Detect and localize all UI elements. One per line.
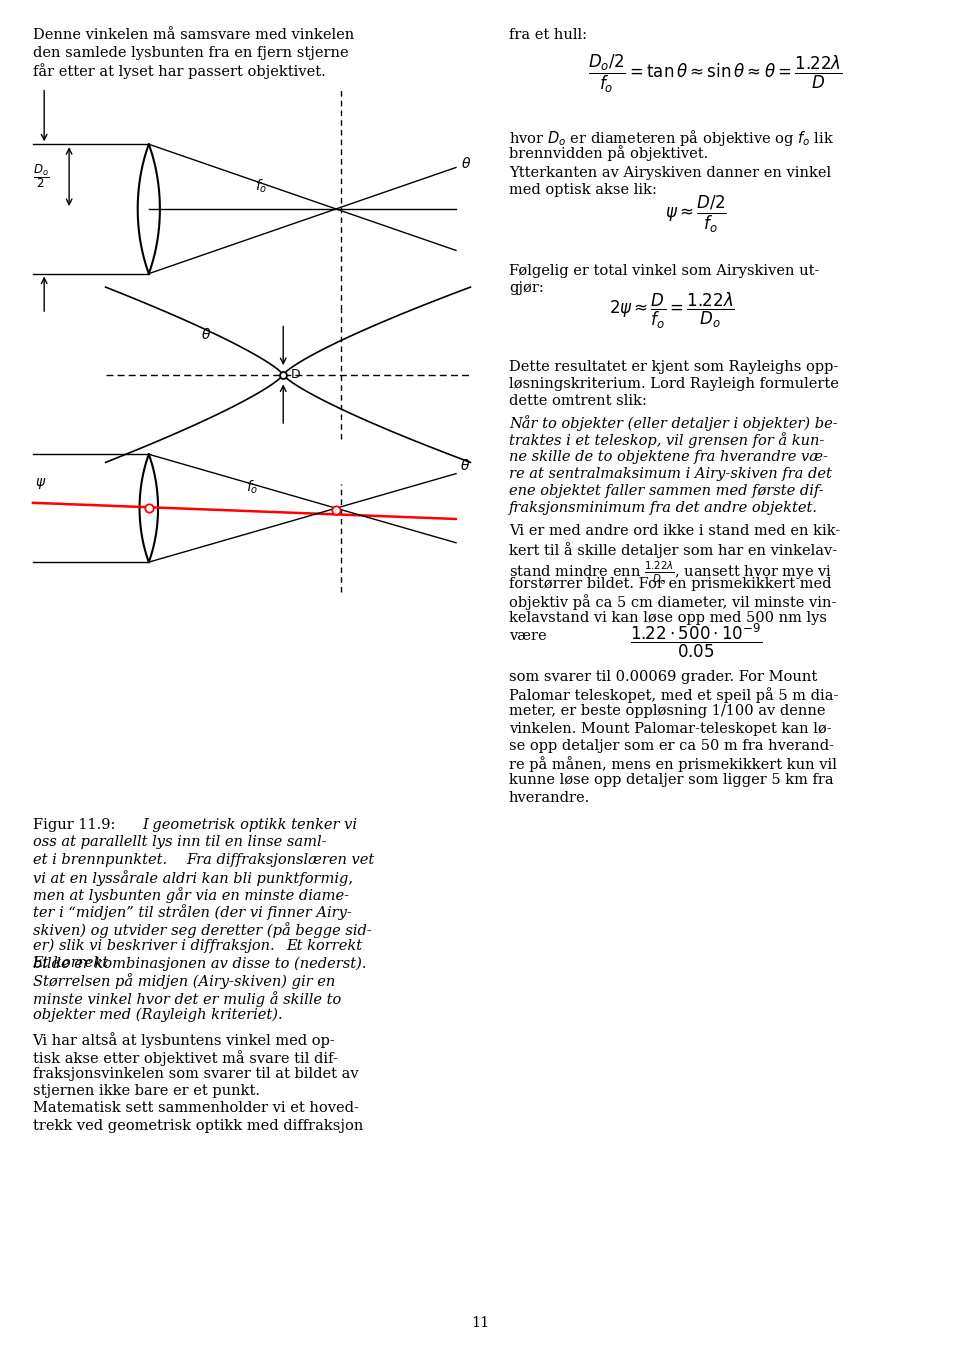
Text: stand mindre enn $\frac{1.22\lambda}{D_o}$, uansett hvor mye vi: stand mindre enn $\frac{1.22\lambda}{D_o… — [509, 559, 832, 586]
Text: fraksjonsvinkelen som svarer til at bildet av: fraksjonsvinkelen som svarer til at bild… — [33, 1068, 358, 1081]
Text: I geometrisk optikk tenker vi: I geometrisk optikk tenker vi — [142, 818, 357, 832]
Text: ter i “midjen” til strålen (der vi finner Airy-: ter i “midjen” til strålen (der vi finne… — [33, 905, 351, 921]
Text: $\theta$: $\theta$ — [460, 457, 470, 473]
Text: tisk akse etter objektivet må svare til dif-: tisk akse etter objektivet må svare til … — [33, 1050, 338, 1066]
Text: får etter at lyset har passert objektivet.: får etter at lyset har passert objektive… — [33, 63, 325, 78]
Text: brennvidden på objektivet.: brennvidden på objektivet. — [509, 146, 708, 162]
Text: skiven) og utvider seg deretter (på begge sid-: skiven) og utvider seg deretter (på begg… — [33, 922, 372, 938]
Text: fra et hull:: fra et hull: — [509, 28, 587, 42]
Text: Vi er med andre ord ikke i stand med en kik-: Vi er med andre ord ikke i stand med en … — [509, 524, 840, 538]
Text: $\dfrac{1.22 \cdot 500 \cdot 10^{-9}}{0.05}$: $\dfrac{1.22 \cdot 500 \cdot 10^{-9}}{0.… — [630, 621, 762, 659]
Text: stjernen ikke bare er et punkt.: stjernen ikke bare er et punkt. — [33, 1084, 259, 1099]
Text: $\theta$: $\theta$ — [202, 326, 211, 342]
Text: den samlede lysbunten fra en fjern stjerne: den samlede lysbunten fra en fjern stjer… — [33, 46, 348, 59]
Text: dette omtrent slik:: dette omtrent slik: — [509, 395, 647, 408]
Text: $f_o$: $f_o$ — [255, 178, 268, 195]
Text: Følgelig er total vinkel som Airyskiven ut-: Følgelig er total vinkel som Airyskiven … — [509, 264, 819, 278]
Text: $\psi$: $\psi$ — [35, 476, 46, 491]
Text: Denne vinkelen må samsvare med vinkelen: Denne vinkelen må samsvare med vinkelen — [33, 28, 354, 42]
Text: med optisk akse lik:: med optisk akse lik: — [509, 183, 657, 197]
Text: bilde er kombinasjonen av disse to (nederst).: bilde er kombinasjonen av disse to (nede… — [33, 956, 366, 971]
Text: objekter med (Rayleigh kriteriet).: objekter med (Rayleigh kriteriet). — [33, 1008, 282, 1022]
Text: traktes i et teleskop, vil grensen for å kun-: traktes i et teleskop, vil grensen for å… — [509, 433, 825, 449]
Text: $\dfrac{D_o/2}{f_o} = \tan\theta \approx \sin\theta \approx \theta = \dfrac{1.22: $\dfrac{D_o/2}{f_o} = \tan\theta \approx… — [588, 53, 843, 94]
Text: re på månen, mens en prismekikkert kun vil: re på månen, mens en prismekikkert kun v… — [509, 756, 837, 772]
Text: kelavstand vi kan løse opp med 500 nm lys: kelavstand vi kan løse opp med 500 nm ly… — [509, 612, 827, 625]
Text: forstørrer bildet. For en prismekikkert med: forstørrer bildet. For en prismekikkert … — [509, 577, 831, 590]
Text: vinkelen. Mount Palomar-teleskopet kan lø-: vinkelen. Mount Palomar-teleskopet kan l… — [509, 721, 831, 736]
Text: Fra diffraksjonslæren vet: Fra diffraksjonslæren vet — [186, 853, 374, 867]
Text: et i brennpunktet.: et i brennpunktet. — [33, 853, 167, 867]
Text: Et korrekt: Et korrekt — [33, 956, 108, 971]
Text: ne skille de to objektene fra hverandre væ-: ne skille de to objektene fra hverandre … — [509, 450, 828, 464]
Text: vi at en lyssårale aldri kan bli punktformig,: vi at en lyssårale aldri kan bli punktfo… — [33, 869, 352, 886]
Text: men at lysbunten går via en minste diame-: men at lysbunten går via en minste diame… — [33, 887, 348, 903]
Text: løsningskriterium. Lord Rayleigh formulerte: løsningskriterium. Lord Rayleigh formule… — [509, 377, 839, 391]
Text: $\mathrm{D}$: $\mathrm{D}$ — [290, 368, 300, 381]
Text: $\psi \approx \dfrac{D/2}{f_o}$: $\psi \approx \dfrac{D/2}{f_o}$ — [665, 194, 727, 236]
Text: fraksjonsminimum fra det andre objektet.: fraksjonsminimum fra det andre objektet. — [509, 501, 818, 515]
Text: Figur 11.9:: Figur 11.9: — [33, 818, 115, 832]
Text: Dette resultatet er kjent som Rayleighs opp-: Dette resultatet er kjent som Rayleighs … — [509, 360, 838, 373]
Text: kunne løse opp detaljer som ligger 5 km fra: kunne løse opp detaljer som ligger 5 km … — [509, 774, 833, 787]
Text: minste vinkel hvor det er mulig å skille to: minste vinkel hvor det er mulig å skille… — [33, 991, 341, 1007]
Text: ene objektet faller sammen med første dif-: ene objektet faller sammen med første di… — [509, 484, 824, 499]
Text: Størrelsen på midjen (Airy-skiven) gir en: Størrelsen på midjen (Airy-skiven) gir e… — [33, 973, 335, 989]
Text: re at sentralmaksimum i Airy-skiven fra det: re at sentralmaksimum i Airy-skiven fra … — [509, 466, 831, 481]
Text: Et korrekt: Et korrekt — [286, 940, 362, 953]
Text: Ytterkanten av Airyskiven danner en vinkel: Ytterkanten av Airyskiven danner en vink… — [509, 166, 831, 179]
Text: objektiv på ca 5 cm diameter, vil minste vin-: objektiv på ca 5 cm diameter, vil minste… — [509, 594, 836, 611]
Text: være: være — [509, 628, 546, 643]
Text: oss at parallellt lys inn til en linse saml-: oss at parallellt lys inn til en linse s… — [33, 836, 326, 849]
Text: 11: 11 — [470, 1316, 490, 1329]
Text: trekk ved geometrisk optikk med diffraksjon: trekk ved geometrisk optikk med diffraks… — [33, 1119, 363, 1132]
Text: kert til å skille detaljer som har en vinkelav-: kert til å skille detaljer som har en vi… — [509, 542, 837, 558]
Text: Palomar teleskopet, med et speil på 5 m dia-: Palomar teleskopet, med et speil på 5 m … — [509, 687, 838, 704]
Text: hverandre.: hverandre. — [509, 791, 590, 805]
Text: $\dfrac{D_o}{2}$: $\dfrac{D_o}{2}$ — [33, 163, 49, 190]
Text: gjør:: gjør: — [509, 282, 543, 295]
Text: $f_o$: $f_o$ — [246, 479, 258, 496]
Text: meter, er beste oppløsning 1/100 av denne: meter, er beste oppløsning 1/100 av denn… — [509, 705, 826, 718]
Text: Matematisk sett sammenholder vi et hoved-: Matematisk sett sammenholder vi et hoved… — [33, 1101, 358, 1115]
Text: er) slik vi beskriver i diffraksjon.: er) slik vi beskriver i diffraksjon. — [33, 940, 275, 953]
Text: $\theta$: $\theta$ — [461, 155, 471, 171]
Text: se opp detaljer som er ca 50 m fra hverand-: se opp detaljer som er ca 50 m fra hvera… — [509, 739, 834, 754]
Text: Vi har altså at lysbuntens vinkel med op-: Vi har altså at lysbuntens vinkel med op… — [33, 1033, 335, 1049]
Text: hvor $D_o$ er diameteren på objektive og $f_o$ lik: hvor $D_o$ er diameteren på objektive og… — [509, 128, 834, 148]
Text: Når to objekter (eller detaljer i objekter) be-: Når to objekter (eller detaljer i objekt… — [509, 415, 837, 431]
Text: $2\psi \approx \dfrac{D}{f_o} = \dfrac{1.22\lambda}{D_o}$: $2\psi \approx \dfrac{D}{f_o} = \dfrac{1… — [609, 291, 735, 332]
Text: som svarer til 0.00069 grader. For Mount: som svarer til 0.00069 grader. For Mount — [509, 670, 817, 683]
